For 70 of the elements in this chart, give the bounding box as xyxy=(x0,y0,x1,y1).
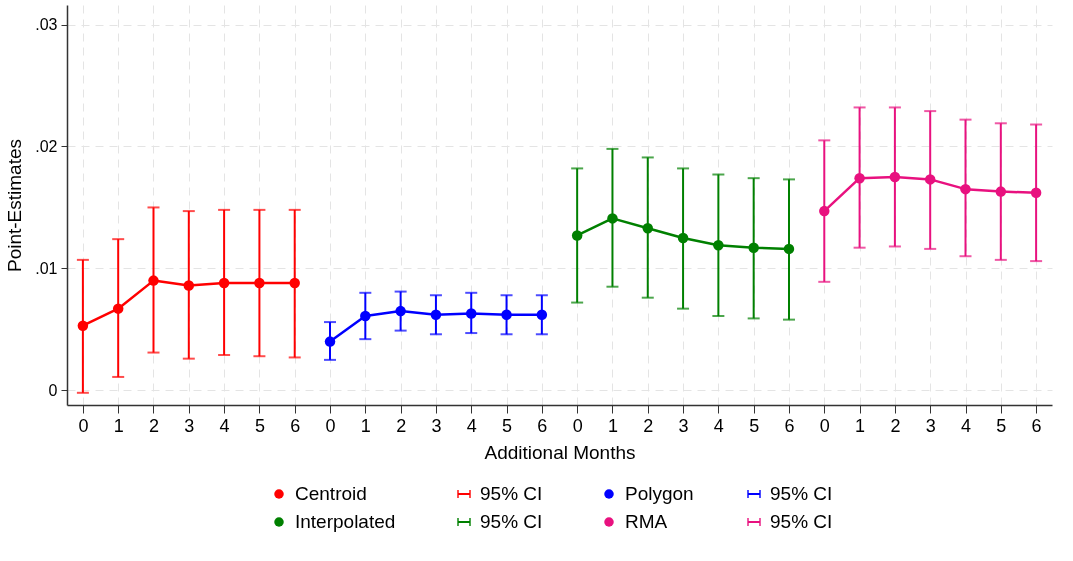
point xyxy=(995,186,1007,197)
x-tick-label: 6 xyxy=(537,415,548,436)
point xyxy=(748,242,759,253)
point xyxy=(289,277,300,289)
x-tick-label: 4 xyxy=(219,415,230,436)
x-tick-label: 5 xyxy=(254,415,265,436)
point xyxy=(924,174,936,185)
point xyxy=(324,336,336,347)
x-tick-label: 1 xyxy=(607,415,618,436)
text: 95% CI xyxy=(480,511,543,532)
x-tick-label: 4 xyxy=(713,415,724,436)
point xyxy=(642,222,654,234)
point xyxy=(501,309,512,320)
x-tick-label: 5 xyxy=(996,415,1007,436)
x-tick-label: 3 xyxy=(678,415,689,436)
x-tick-label: 6 xyxy=(784,415,795,436)
point xyxy=(254,277,265,289)
point xyxy=(571,230,583,241)
x-tick-label: 1 xyxy=(113,415,124,436)
x-tick-label: 6 xyxy=(290,415,301,436)
point xyxy=(854,172,865,184)
x-tick-label: 1 xyxy=(360,415,371,436)
text: 95% CI xyxy=(770,483,833,504)
x-tick-label: 1 xyxy=(855,415,866,436)
x-tick-label: 3 xyxy=(925,415,936,436)
legend-label: RMA xyxy=(625,511,668,532)
point xyxy=(77,320,89,331)
x-tick-label: 2 xyxy=(890,415,901,436)
point xyxy=(1030,187,1042,199)
y-tick-label: .02 xyxy=(35,137,58,155)
point xyxy=(819,205,830,217)
x-tick-label: 4 xyxy=(466,415,477,436)
point xyxy=(148,275,159,286)
y-tick-label: .03 xyxy=(35,16,58,34)
legend-label: Interpolated xyxy=(295,511,396,532)
x-axis-title: Additional Months xyxy=(484,441,636,463)
x-tick-label: 5 xyxy=(502,415,513,436)
point xyxy=(607,213,618,224)
point xyxy=(360,310,371,322)
text: 95% CI xyxy=(480,483,543,504)
point xyxy=(677,232,689,244)
x-tick-label: 0 xyxy=(325,415,336,436)
point xyxy=(112,303,124,314)
x-tick-label: 3 xyxy=(431,415,442,436)
point xyxy=(183,280,195,291)
point xyxy=(430,309,442,320)
x-tick-label: 2 xyxy=(396,415,407,436)
y-tick-label: 0 xyxy=(48,381,58,399)
x-tick-label: 3 xyxy=(184,415,195,436)
legend-label: Polygon xyxy=(625,483,694,504)
x-tick-label: 5 xyxy=(749,415,760,436)
x-tick-label: 0 xyxy=(819,415,830,436)
x-tick-label: 0 xyxy=(78,415,89,436)
x-tick-label: 6 xyxy=(1031,415,1042,436)
x-tick-label: 2 xyxy=(643,415,654,436)
x-tick-label: 0 xyxy=(572,415,583,436)
point xyxy=(960,183,971,195)
point xyxy=(218,277,230,289)
y-axis-title: Point-Estimates xyxy=(4,138,26,273)
point xyxy=(713,240,724,251)
point xyxy=(395,305,406,317)
point xyxy=(889,171,901,183)
point xyxy=(465,308,477,319)
y-tick-label: .01 xyxy=(35,259,58,277)
x-tick-label: 4 xyxy=(961,415,972,436)
point xyxy=(783,243,795,255)
legend-label: Centroid xyxy=(295,483,367,504)
point xyxy=(536,309,548,320)
text: 95% CI xyxy=(770,511,833,532)
x-tick-label: 2 xyxy=(148,415,159,436)
